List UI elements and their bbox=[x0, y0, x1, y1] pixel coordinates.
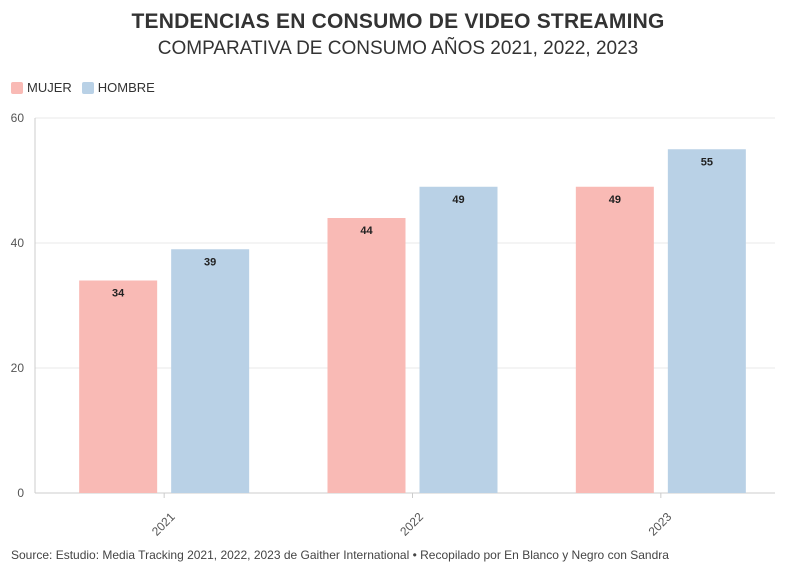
legend-item-mujer[interactable]: MUJER bbox=[11, 80, 72, 95]
data-label-mujer-2023: 49 bbox=[609, 194, 621, 206]
data-label-mujer-2021: 34 bbox=[112, 288, 125, 300]
y-tick-label-40: 40 bbox=[11, 236, 25, 250]
legend-item-hombre[interactable]: HOMBRE bbox=[81, 80, 155, 95]
bar-hombre-2022 bbox=[419, 186, 498, 493]
bar-mujer-2022 bbox=[327, 218, 406, 493]
data-label-hombre-2023: 55 bbox=[701, 156, 713, 168]
legend-swatch-hombre bbox=[81, 81, 94, 94]
x-tick-label-2021: 2021 bbox=[149, 510, 178, 539]
chart-subtitle: COMPARATIVA DE CONSUMO AÑOS 2021, 2022, … bbox=[157, 38, 639, 59]
bar-mujer-2023 bbox=[575, 186, 654, 493]
legend: MUJER HOMBRE bbox=[11, 80, 165, 95]
legend-swatch-mujer bbox=[11, 81, 23, 94]
data-label-hombre-2022: 49 bbox=[452, 194, 464, 206]
y-tick-label-0: 0 bbox=[17, 486, 24, 500]
bar-hombre-2021 bbox=[171, 249, 250, 493]
legend-label-hombre: HOMBRE bbox=[97, 80, 155, 95]
bar-hombre-2023 bbox=[667, 149, 746, 493]
source-note: Source: Estudio: Media Tracking 2021, 20… bbox=[11, 548, 669, 562]
data-label-mujer-2022: 44 bbox=[360, 225, 373, 237]
x-tick-label-2023: 2023 bbox=[646, 510, 675, 539]
legend-label-mujer: MUJER bbox=[27, 80, 72, 95]
chart-title: TENDENCIAS EN CONSUMO DE VIDEO STREAMING bbox=[131, 10, 665, 33]
bar-mujer-2021 bbox=[79, 280, 158, 493]
data-label-hombre-2021: 39 bbox=[204, 256, 216, 268]
x-tick-label-2022: 2022 bbox=[397, 510, 426, 539]
y-tick-label-20: 20 bbox=[11, 361, 25, 375]
y-tick-label-60: 60 bbox=[11, 111, 25, 125]
